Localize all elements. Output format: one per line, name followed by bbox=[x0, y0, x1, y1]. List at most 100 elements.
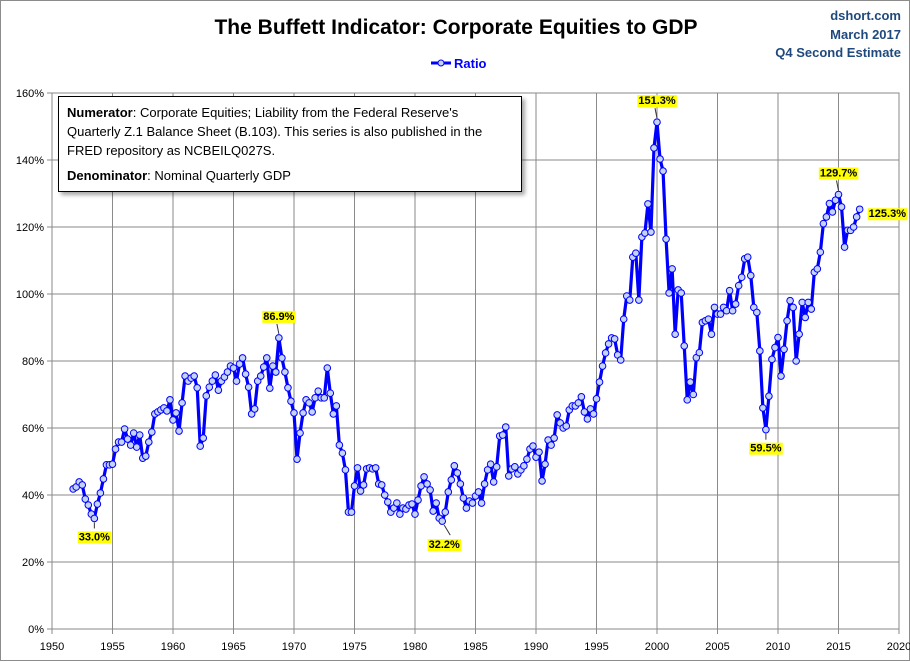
data-point bbox=[737, 273, 746, 282]
data-point bbox=[262, 354, 271, 362]
data-point bbox=[483, 466, 492, 474]
data-point bbox=[786, 296, 794, 305]
data-point bbox=[290, 409, 298, 417]
data-point bbox=[329, 410, 338, 418]
x-tick-label: 1990 bbox=[524, 641, 548, 653]
data-point bbox=[716, 310, 725, 318]
data-point bbox=[501, 423, 510, 431]
data-point bbox=[813, 265, 822, 273]
data-point bbox=[647, 228, 655, 236]
data-point bbox=[108, 460, 117, 468]
data-point bbox=[275, 334, 283, 342]
x-tick-label: 1960 bbox=[161, 641, 185, 653]
data-point bbox=[202, 392, 211, 400]
data-point bbox=[411, 510, 419, 518]
x-tick-label: 1965 bbox=[221, 641, 245, 653]
data-point bbox=[193, 384, 201, 392]
data-point bbox=[120, 425, 129, 433]
x-tick-label: 1950 bbox=[40, 641, 64, 653]
data-point bbox=[728, 306, 737, 315]
x-tick-label: 1955 bbox=[100, 641, 124, 653]
y-tick-label: 0% bbox=[28, 624, 44, 636]
data-label-leader bbox=[654, 108, 658, 119]
data-point bbox=[625, 296, 634, 304]
data-point bbox=[801, 313, 810, 322]
data-point bbox=[235, 360, 244, 368]
data-point bbox=[438, 517, 447, 525]
data-point bbox=[610, 335, 619, 343]
data-point bbox=[208, 377, 217, 385]
data-point bbox=[196, 442, 205, 450]
x-tick-label: 2020 bbox=[887, 641, 910, 653]
x-tick-label: 2015 bbox=[826, 641, 850, 653]
x-tick-label: 1970 bbox=[282, 641, 306, 653]
data-label-highlight bbox=[427, 539, 462, 552]
data-point bbox=[656, 155, 664, 163]
data-point bbox=[822, 213, 831, 221]
data-point bbox=[456, 480, 465, 488]
data-point bbox=[837, 203, 846, 211]
data-point bbox=[653, 118, 661, 126]
data-point bbox=[359, 481, 368, 489]
data-label-highlight bbox=[749, 442, 783, 455]
data-point bbox=[743, 253, 752, 261]
data-point bbox=[166, 396, 174, 404]
data-point bbox=[393, 499, 401, 507]
data-point bbox=[450, 462, 459, 470]
data-point bbox=[541, 460, 549, 468]
data-point bbox=[371, 464, 380, 472]
data-point bbox=[734, 281, 743, 290]
data-point bbox=[350, 482, 359, 490]
data-point bbox=[338, 449, 347, 457]
numerator-text: : Corporate Equities; Liability from the… bbox=[67, 105, 483, 158]
data-point bbox=[117, 438, 126, 446]
data-point bbox=[831, 196, 840, 204]
data-label-highlight bbox=[262, 310, 296, 323]
data-point bbox=[320, 394, 329, 402]
data-point bbox=[644, 200, 652, 208]
legend-label: Ratio bbox=[454, 56, 487, 71]
data-point bbox=[840, 243, 849, 251]
data-point bbox=[332, 402, 341, 410]
data-point bbox=[580, 408, 589, 416]
data-point bbox=[665, 289, 673, 297]
data-point bbox=[241, 370, 250, 378]
denominator-text: : Nominal Quarterly GDP bbox=[147, 168, 291, 183]
data-point bbox=[595, 378, 604, 386]
data-point bbox=[99, 475, 108, 483]
data-label: 151.3% bbox=[638, 95, 676, 107]
data-point bbox=[765, 392, 773, 400]
data-label: 32.2% bbox=[429, 539, 460, 551]
plot-area-border bbox=[51, 92, 900, 630]
data-point bbox=[641, 229, 649, 237]
data-point bbox=[178, 399, 186, 407]
data-point bbox=[447, 476, 456, 484]
data-point bbox=[683, 396, 692, 404]
data-point bbox=[774, 333, 782, 342]
data-point bbox=[535, 448, 543, 456]
data-point bbox=[135, 431, 144, 439]
data-point bbox=[308, 408, 316, 416]
definition-note: Numerator: Corporate Equities; Liability… bbox=[58, 96, 522, 192]
data-point bbox=[238, 354, 247, 362]
data-point bbox=[650, 144, 658, 152]
data-point bbox=[762, 425, 770, 434]
data-point bbox=[477, 499, 486, 507]
data-point bbox=[480, 480, 489, 488]
data-point bbox=[632, 249, 640, 257]
y-tick-label: 120% bbox=[16, 222, 44, 234]
data-label: 125.3% bbox=[869, 208, 907, 220]
data-point bbox=[93, 500, 102, 508]
data-point bbox=[492, 463, 501, 471]
data-point bbox=[353, 464, 362, 472]
data-point bbox=[414, 496, 422, 504]
data-point bbox=[795, 330, 803, 339]
data-point bbox=[671, 330, 679, 339]
data-label: 129.7% bbox=[820, 168, 858, 180]
data-point bbox=[250, 405, 259, 413]
data-point bbox=[163, 407, 171, 415]
data-point bbox=[523, 455, 531, 463]
data-label: 59.5% bbox=[750, 443, 781, 455]
data-point bbox=[804, 298, 813, 307]
